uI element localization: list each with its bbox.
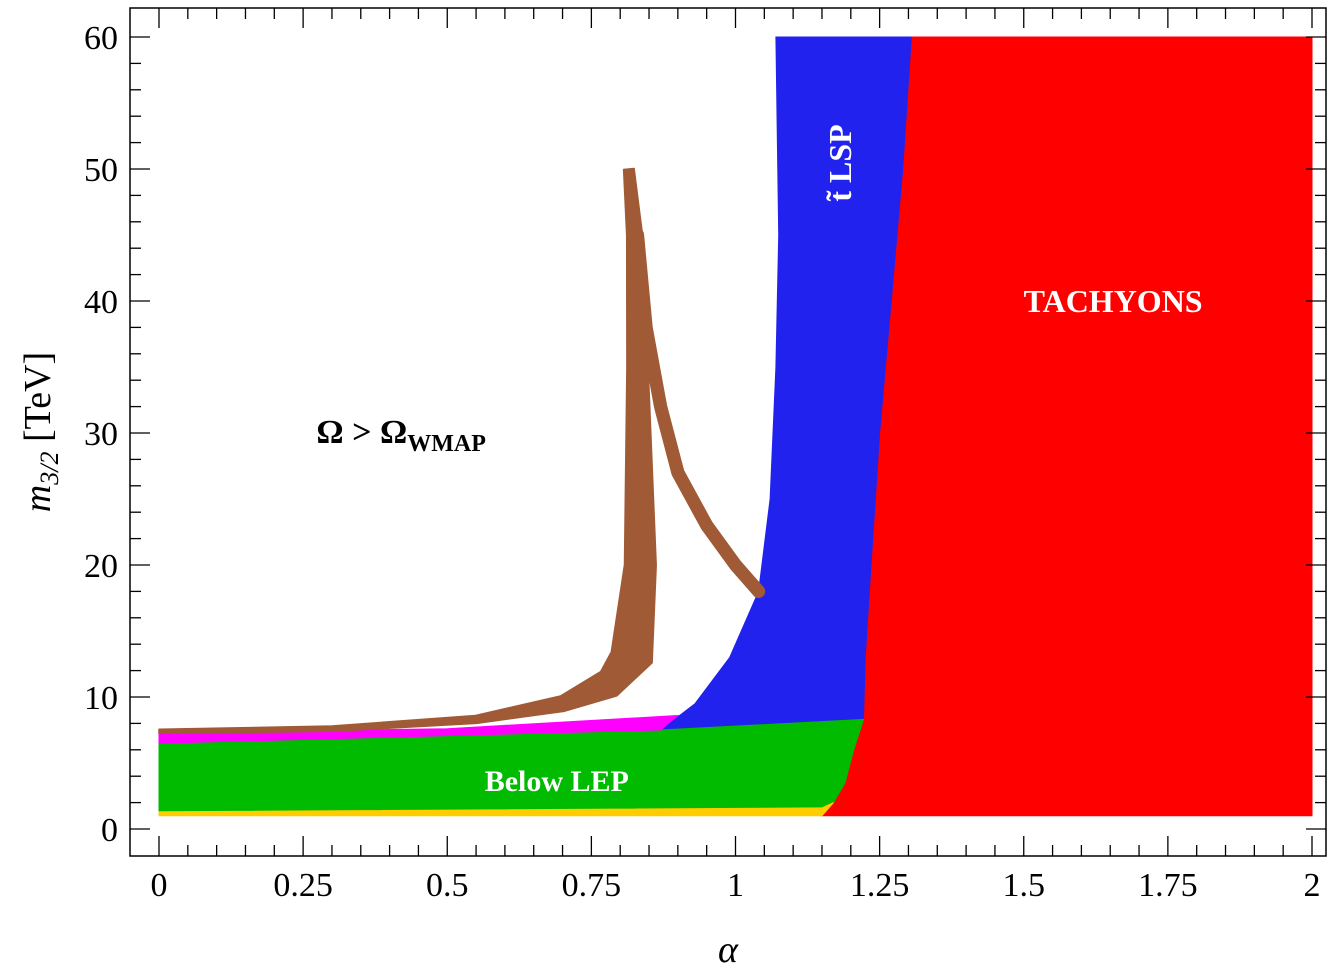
x-tick-label: 0.25 (273, 867, 333, 904)
x-tick-label: 1 (727, 867, 744, 904)
y-tick-label: 60 (84, 20, 118, 57)
x-tick-label: 0 (151, 867, 168, 904)
x-tick-label: 2 (1304, 867, 1321, 904)
annotation-tachyons: TACHYONS (1024, 283, 1203, 319)
y-tick-label: 10 (84, 680, 118, 717)
x-tick-label: 0.75 (562, 867, 622, 904)
plot-frame (129, 7, 1327, 857)
regions-layer (158, 36, 1313, 817)
x-axis-title: α (718, 929, 739, 971)
region-magenta-band (158, 714, 680, 744)
ticks-layer (130, 8, 1326, 856)
y-tick-label: 20 (84, 548, 118, 585)
x-tick-label: 0.5 (426, 867, 469, 904)
region-yellow-band (158, 802, 834, 817)
y-tick-label: 50 (84, 152, 118, 189)
y-axis-title-sub: 3/2 (35, 452, 64, 486)
x-tick-label: 1.5 (1003, 867, 1046, 904)
x-tick-label: 1.25 (850, 867, 910, 904)
relic-band-branch (630, 228, 766, 598)
x-tick-label: 1.75 (1138, 867, 1198, 904)
relic-band-layer (158, 167, 766, 735)
y-axis-title: m3/2 [TeV] (17, 352, 64, 512)
y-tick-label: 30 (84, 416, 118, 453)
annotations-layer: Ω > ΩWMAP TACHYONS Below LEP t̃ LSP (316, 124, 1202, 798)
annotation-below-lep: Below LEP (485, 765, 629, 798)
annotation-stop-lsp: t̃ LSP (822, 124, 858, 201)
y-axis-title-main: m (17, 485, 59, 512)
y-tick-label: 40 (84, 284, 118, 321)
relic-band-main (158, 167, 657, 735)
y-axis-title-unit: [TeV] (17, 352, 59, 452)
region-stop-lsp (659, 36, 912, 731)
y-tick-label: 0 (101, 812, 118, 849)
annotation-omega-wmap: Ω > ΩWMAP (316, 414, 485, 457)
